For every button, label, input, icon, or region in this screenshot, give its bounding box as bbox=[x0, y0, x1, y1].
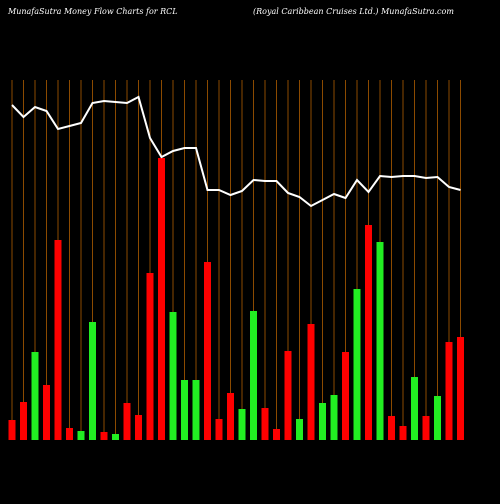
bar bbox=[31, 352, 39, 440]
bar bbox=[296, 419, 303, 440]
chart-subtitle: (Royal Caribbean Cruises Ltd.) MunafaSut… bbox=[253, 7, 454, 16]
bar bbox=[319, 403, 326, 440]
bar bbox=[284, 351, 292, 440]
bar bbox=[100, 432, 108, 440]
bar bbox=[342, 352, 349, 440]
bar bbox=[353, 289, 361, 440]
chart-title: MunafaSutra Money Flow Charts for RCL bbox=[7, 7, 178, 16]
bar bbox=[192, 380, 200, 440]
bar bbox=[43, 385, 50, 440]
bar bbox=[181, 380, 188, 440]
bar bbox=[330, 395, 338, 440]
bar bbox=[411, 377, 418, 440]
bar bbox=[457, 337, 464, 440]
bar bbox=[238, 409, 246, 440]
bar bbox=[158, 158, 165, 440]
bar bbox=[8, 420, 16, 440]
bar bbox=[112, 434, 119, 440]
bar bbox=[376, 242, 384, 440]
bar bbox=[227, 393, 234, 440]
bar bbox=[54, 240, 62, 440]
bar bbox=[20, 402, 27, 440]
bar bbox=[77, 431, 85, 440]
bar bbox=[169, 312, 177, 440]
bar bbox=[204, 262, 211, 440]
bar bbox=[422, 416, 430, 440]
bar bbox=[89, 322, 96, 440]
bar bbox=[399, 426, 407, 440]
bar bbox=[135, 415, 142, 440]
price-line bbox=[11, 95, 461, 208]
bar bbox=[123, 403, 131, 440]
bar bbox=[215, 419, 223, 440]
bar bbox=[261, 408, 269, 440]
bar bbox=[66, 428, 73, 440]
bar bbox=[365, 225, 372, 440]
bar bbox=[146, 273, 154, 440]
bar bbox=[388, 416, 395, 440]
bar bbox=[445, 342, 453, 440]
bar bbox=[307, 324, 315, 440]
bar bbox=[434, 396, 441, 440]
bar bbox=[273, 429, 280, 440]
bar bbox=[250, 311, 257, 440]
